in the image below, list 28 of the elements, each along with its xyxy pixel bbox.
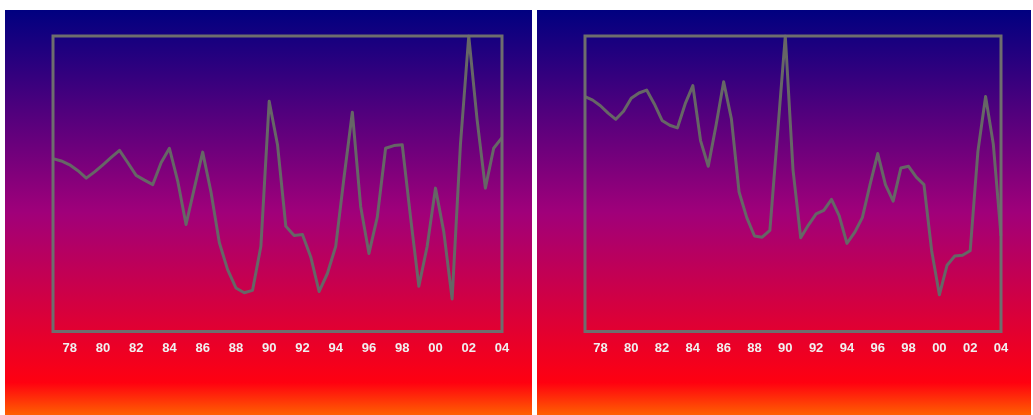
x-tick-label: 98 [394,339,410,355]
x-tick-label: 84 [685,339,701,355]
x-tick-label: 90 [261,339,277,355]
x-tick-label: 80 [95,339,111,355]
x-tick-label: 82 [128,339,144,355]
x-tick-label: 86 [195,339,210,355]
x-tick-label: 02 [461,339,476,355]
x-tick-label: 92 [808,339,824,355]
x-tick-label: 00 [428,339,443,355]
x-tick-label: 04 [993,339,1009,355]
x-tick-label: 92 [295,339,310,355]
x-tick-label: 78 [62,339,77,355]
x-tick-label: 84 [162,339,178,355]
x-tick-label: 98 [901,339,916,355]
x-tick-label: 78 [593,339,608,355]
x-tick-label: 80 [623,339,639,355]
x-tick-label: 88 [747,339,762,355]
x-tick-label: 00 [932,339,947,355]
x-tick-label: 96 [361,339,377,355]
x-tick-label: 88 [228,339,244,355]
x-tick-label: 82 [654,339,670,355]
x-tick-label: 86 [716,339,731,355]
x-tick-label: 90 [778,339,793,355]
x-tick-label: 02 [962,339,978,355]
x-tick-label: 96 [870,339,885,355]
x-tick-label: 04 [494,339,510,355]
x-tick-label: 94 [839,339,855,355]
x-tick-label: 94 [328,339,344,355]
